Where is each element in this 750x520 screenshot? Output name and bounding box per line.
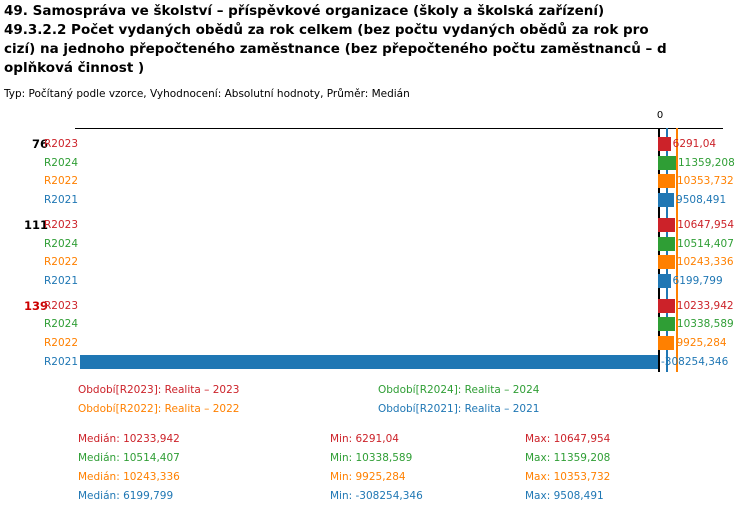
chart-rows: 76 R2023 6291,04 R2024 11359,208 R2022 10353,7… — [0, 110, 750, 372]
chart-row: R2024 11359,208 — [0, 154, 750, 172]
chart-row: 139 R2023 10233,942 — [0, 297, 750, 315]
row-series-label: R2021 — [44, 355, 79, 368]
bar-value-label: 9508,491 — [676, 193, 727, 206]
bar-value-label: 10353,732 — [676, 175, 734, 188]
stat-median: Medián: 10243,336 — [78, 471, 180, 483]
stat-max: Max: 9508,491 — [525, 490, 604, 502]
row-series-label: R2021 — [44, 193, 79, 206]
chart-row: R2024 10514,407 — [0, 235, 750, 253]
bar-r2022[interactable] — [658, 336, 675, 350]
title-line-2: 49.3.2.2 Počet vydaných obědů za rok cel… — [4, 22, 649, 38]
row-series-label: R2023 — [44, 138, 79, 150]
legend-item[interactable]: Období[R2022]: Realita – 2022 — [78, 403, 240, 415]
median-line-r2022 — [676, 128, 678, 372]
bar-value-label: -308254,346 — [661, 355, 729, 368]
row-series-label: R2022 — [44, 256, 79, 269]
bar-r2023[interactable] — [658, 217, 676, 232]
chart-row: 76 R2023 6291,04 — [0, 135, 750, 153]
chart-statistics: Medián: 10233,942 Min: 6291,04 Max: 10647,… — [0, 433, 750, 515]
bar-r2024[interactable] — [658, 155, 676, 170]
stat-median: Medián: 6199,799 — [78, 490, 174, 502]
title-line-1: 49. Samospráva ve školství – příspěvkové… — [4, 3, 605, 19]
stat-min: Min: 9925,284 — [330, 471, 406, 483]
chart-subtitle: Typ: Počítaný podle vzorce, Vyhodnocení:… — [4, 88, 410, 100]
stat-max: Max: 11359,208 — [525, 452, 611, 464]
bar-value-label: 10514,407 — [677, 237, 734, 250]
bar-value-label: 6291,04 — [672, 138, 717, 150]
chart-row: R2022 10243,336 — [0, 253, 750, 271]
row-group-number: 76 — [31, 137, 48, 151]
row-series-label: R2023 — [44, 218, 79, 231]
bar-value-label: 10233,942 — [676, 299, 734, 312]
axis-zero-tick-label: 0 — [656, 110, 664, 121]
stat-median: Medián: 10233,942 — [78, 433, 180, 445]
stat-min: Min: -308254,346 — [330, 490, 423, 502]
stat-median: Medián: 10514,407 — [78, 452, 180, 464]
bar-r2024[interactable] — [658, 236, 676, 251]
bar-r2023[interactable] — [658, 137, 671, 151]
row-series-label: R2022 — [44, 175, 79, 188]
chart-row: 111 R2023 10647,954 — [0, 216, 750, 234]
chart-row: R2024 10338,589 — [0, 315, 750, 333]
row-series-label: R2021 — [44, 274, 79, 287]
legend-item[interactable]: Období[R2021]: Realita – 2021 — [378, 403, 540, 415]
bar-r2021[interactable] — [658, 192, 675, 207]
chart-row: R2022 9925,284 — [0, 334, 750, 352]
chart-legend: Období[R2023]: Realita – 2023 Období[R202… — [0, 384, 750, 422]
bar-value-label: 11359,208 — [678, 156, 735, 169]
stat-min: Min: 6291,04 — [330, 433, 399, 445]
stat-min: Min: 10338,589 — [330, 452, 413, 464]
bar-r2023[interactable] — [658, 298, 675, 313]
row-series-label: R2022 — [44, 337, 79, 349]
title-line-4: oplňková činnost ) — [4, 60, 145, 76]
bar-r2021[interactable] — [80, 354, 658, 369]
chart-row: R2021 9508,491 — [0, 191, 750, 209]
chart-canvas: 0 76 R2023 6291,04 R2024 11359,208 R2022 10353… — [0, 110, 750, 372]
bar-value-label: 6199,799 — [672, 274, 723, 287]
bar-value-label: 10647,954 — [677, 218, 735, 231]
bar-r2021[interactable] — [658, 273, 671, 288]
bar-r2022[interactable] — [658, 255, 675, 270]
bar-r2022[interactable] — [658, 174, 675, 189]
title-line-3: cizí) na jednoho přepočteného zaměstnanc… — [4, 41, 667, 57]
row-series-label: R2024 — [44, 237, 79, 250]
chart-row: R2022 10353,732 — [0, 172, 750, 190]
stat-max: Max: 10647,954 — [525, 433, 611, 445]
legend-item[interactable]: Období[R2023]: Realita – 2023 — [78, 384, 240, 396]
row-group-number: 139 — [23, 298, 48, 313]
row-series-label: R2023 — [44, 299, 79, 312]
bar-r2024[interactable] — [658, 317, 675, 332]
legend-item[interactable]: Období[R2024]: Realita – 2024 — [378, 384, 540, 396]
stat-max: Max: 10353,732 — [525, 471, 611, 483]
bar-value-label: 10338,589 — [676, 318, 734, 331]
page-title: 49. Samospráva ve školství – příspěvkové… — [4, 2, 746, 78]
axis-top-line — [75, 128, 723, 129]
row-series-label: R2024 — [44, 318, 79, 331]
row-group-number: 111 — [23, 217, 48, 232]
chart-row: R2021 6199,799 — [0, 272, 750, 290]
bar-value-label: 10243,336 — [676, 256, 734, 269]
chart-row: R2021 -308254,346 — [0, 353, 750, 371]
row-series-label: R2024 — [44, 156, 79, 169]
bar-value-label: 9925,284 — [676, 337, 727, 349]
